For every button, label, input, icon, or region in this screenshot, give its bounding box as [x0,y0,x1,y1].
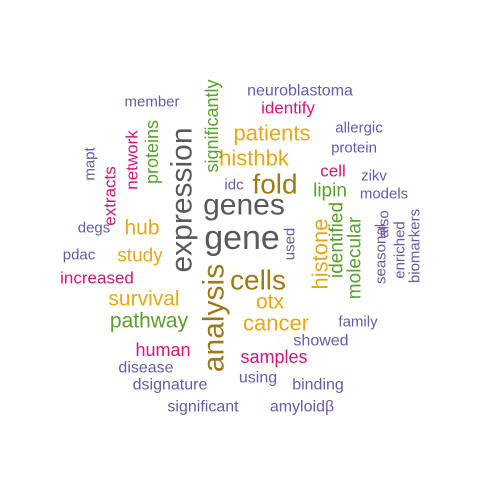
cloud-word: cancer [243,311,309,336]
cloud-word: lipin [313,181,347,202]
cloud-word: protein [331,140,377,157]
cloud-word: analysis [198,264,231,372]
cloud-word: fold [252,169,297,200]
cloud-word: otx [256,291,285,314]
cloud-word: proteins [142,120,162,184]
cloud-word: study [117,246,163,267]
cloud-word: enriched [392,221,409,279]
cloud-word: significant [167,399,239,416]
cloud-word: degs [78,220,111,237]
cloud-word: samples [240,347,307,367]
cloud-word: dsignature [133,377,208,394]
cloud-word: member [124,94,179,111]
cloud-word: gene [204,219,280,257]
cloud-word: amyloidβ [270,399,334,416]
cloud-word: expression [166,127,199,272]
cloud-word: allergic [335,120,383,137]
cloud-word: binding [292,377,344,394]
cloud-word: seasonal [373,224,390,284]
cloud-word: family [338,314,378,331]
cloud-word: increased [60,269,134,288]
cloud-word: patients [233,121,310,146]
cloud-word: molecular [345,216,366,299]
cloud-word: idc [224,177,244,194]
cloud-word: cell [320,162,346,181]
cloud-word: using [239,370,277,387]
cloud-word: pathway [110,310,189,333]
cloud-word: biomarkers [407,209,424,283]
cloud-word: hub [124,217,159,240]
cloud-word: human [135,340,190,360]
cloud-word: disease [118,360,173,377]
cloud-word: pdac [63,247,96,264]
cloud-word: mapt [82,147,99,181]
cloud-word: histone [308,219,333,290]
cloud-word: identified [327,202,348,278]
cloud-word: genes [203,189,285,222]
cloud-word: identify [261,99,315,118]
cloud-word: network [123,130,142,190]
cloud-word: extracts [101,166,120,226]
cloud-word: also [376,210,393,238]
cloud-word: used [282,228,299,261]
cloud-word: histhbk [219,146,290,171]
cloud-word: showed [293,333,348,350]
cloud-word: survival [108,288,179,311]
cloud-word: significantly [202,79,222,172]
cloud-word: models [360,186,408,203]
cloud-word: zikv [361,168,387,185]
cloud-word: cells [230,265,286,296]
cloud-word: neuroblastoma [247,83,353,100]
